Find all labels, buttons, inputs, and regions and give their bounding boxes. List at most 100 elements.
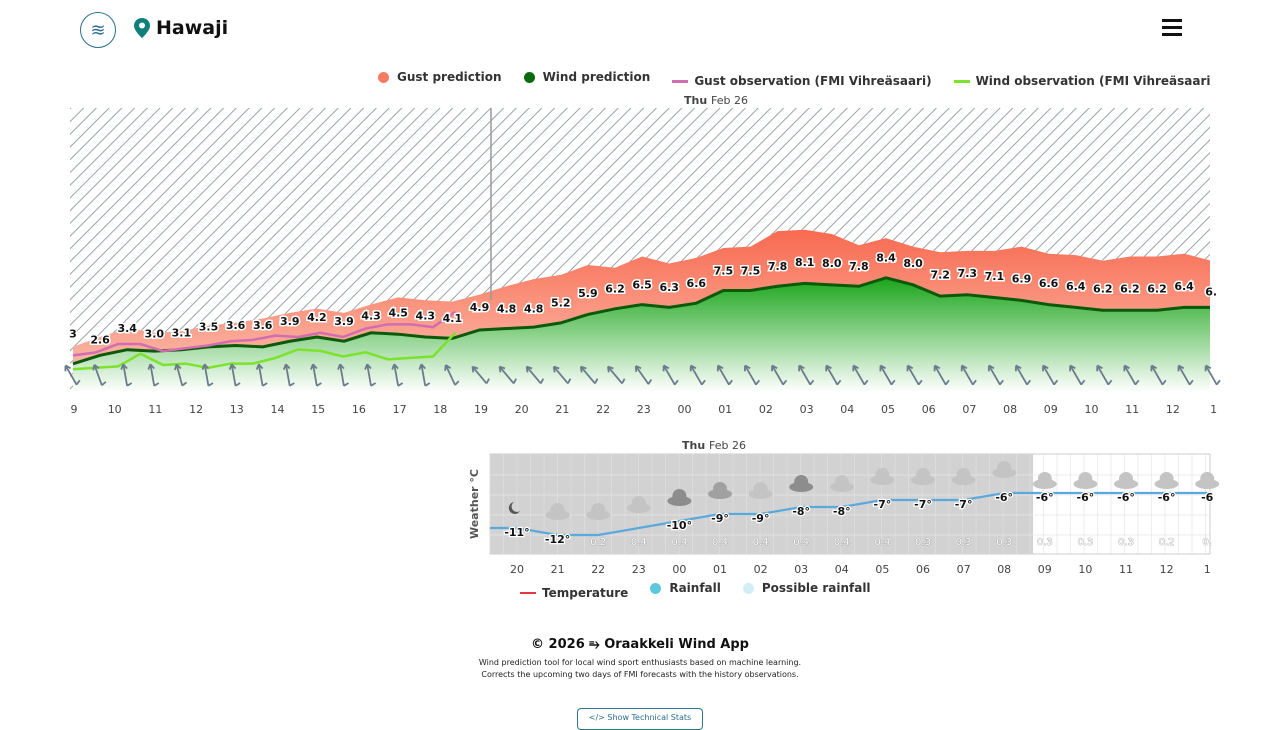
x-tick-label: 01 [718, 403, 732, 416]
past-shading [490, 454, 1033, 554]
rainfall-label: 0.4 [671, 537, 687, 548]
x-tick-label: 07 [962, 403, 976, 416]
wind-prediction-area [73, 277, 1210, 392]
plot-area [72, 229, 1210, 392]
wind-value-label: 8.4 [876, 252, 896, 265]
x-tick-label: 23 [632, 563, 646, 576]
cloud-icon [708, 482, 732, 499]
rainfall-label: 0.3 [1077, 537, 1093, 548]
temperature-label: -6° [1036, 491, 1054, 504]
wind-value-label: 7.5 [714, 264, 734, 277]
x-tick-label: 05 [881, 403, 895, 416]
legend-marker [953, 79, 970, 83]
arrow-shape [444, 364, 460, 386]
wind-value-label: 6.2 [1120, 283, 1140, 296]
wind-value-label: 7.5 [741, 264, 761, 277]
x-tick-label: 00 [678, 403, 692, 416]
wind-direction-arrow-icon [552, 365, 572, 385]
y-axis-label: Weather °C [468, 469, 481, 539]
legend-item[interactable]: Temperature [520, 586, 628, 600]
x-tick-label: 07 [957, 563, 971, 576]
wind-direction-arrow-icon [64, 364, 81, 386]
wind-direction-arrow-icon [1069, 364, 1086, 386]
legend-item[interactable]: Possible rainfall [742, 581, 871, 595]
arrow-shape [255, 363, 268, 387]
arrow-shape [1096, 364, 1113, 386]
rainfall-label: 0.4 [834, 537, 850, 548]
arrow-shape [607, 365, 626, 385]
legend-item[interactable]: Wind prediction [523, 70, 650, 84]
x-tick-label: 9 [71, 403, 78, 416]
wind-direction-arrow-icon [92, 363, 107, 387]
date-label: Thu Feb 26 [684, 94, 748, 107]
rainfall-label: 0.3 [915, 537, 931, 548]
wind-value-label: 8.0 [903, 257, 923, 270]
cloud-icon [829, 475, 854, 492]
legend-item[interactable]: Gust observation (FMI Vihreäsaari) [672, 74, 932, 88]
wind-direction-arrow-icon [744, 364, 761, 386]
arrow-shape [364, 363, 377, 387]
x-tick-label: 03 [794, 563, 808, 576]
legend-label: Wind observation (FMI Vihreäsaari) [975, 74, 1210, 88]
wind-direction-arrow-icon [607, 365, 626, 385]
arrow-shape [418, 363, 431, 387]
x-tick-label: 04 [840, 403, 854, 416]
arrow-shape [471, 365, 490, 385]
arrow-shape [552, 365, 572, 385]
cloud-shape [1159, 472, 1174, 486]
wind-value-label: 6.2 [1147, 283, 1167, 296]
temperature-label: -9° [711, 512, 729, 525]
legend-item[interactable]: Rainfall [650, 581, 721, 595]
wind-value-label: 3 [69, 328, 77, 341]
wind-value-label: 7.3 [958, 267, 978, 280]
wind-direction-arrow-icon [716, 364, 733, 386]
rainfall-label: 0.3 [996, 537, 1012, 548]
cloud-shape [875, 468, 890, 482]
x-tick-label: 21 [555, 403, 569, 416]
cloud-shape [1078, 472, 1093, 486]
rainfall-label: 0.3 [1037, 537, 1053, 548]
arrow-shape [337, 363, 349, 387]
gust-observation-line [72, 310, 457, 357]
arrow-shape [771, 364, 788, 386]
date-label: Thu Feb 26 [682, 439, 746, 452]
legend-item[interactable]: Wind observation (FMI Vihreäsaari) [953, 74, 1210, 88]
wind-direction-arrow-icon [255, 363, 268, 387]
x-tick-label: 17 [393, 403, 407, 416]
wind-direction-arrow-icon [689, 364, 706, 386]
wind-value-label: 7.1 [985, 270, 1005, 283]
wind-direction-arrow-icon [987, 364, 1004, 386]
wind-direction-arrow-icon [1150, 364, 1167, 386]
hamburger-menu-icon[interactable] [1162, 19, 1182, 36]
temperature-label: -6 [1201, 491, 1214, 504]
legend-item[interactable]: Gust prediction [378, 70, 502, 84]
cloud-shape [794, 475, 809, 489]
arrow-shape [310, 363, 322, 387]
wind-direction-arrow-icon [1204, 364, 1221, 386]
cloud-shape [713, 482, 727, 496]
wind-value-label: 4.8 [524, 302, 544, 315]
x-tick-label: 08 [997, 563, 1011, 576]
footer-title: © 2026 ⥱ Oraakkeli Wind App [531, 637, 749, 652]
wind-direction-arrow-icon [525, 365, 545, 385]
arrow-shape [662, 364, 679, 386]
wind-value-label: 4.8 [497, 302, 517, 315]
show-technical-stats-button[interactable]: </> Show Technical Stats [577, 708, 703, 730]
wind-direction-arrow-icon [174, 363, 188, 387]
x-tick-label: 05 [875, 563, 889, 576]
wind-direction-arrow-icon [825, 364, 842, 386]
wind-logo-icon[interactable]: ≋ [80, 12, 116, 48]
weather-chart: Thu Feb 26 Weather °C -11° -12° -10° -9° -9° -8… [468, 439, 1220, 576]
rainfall-label: 0. [1202, 537, 1212, 548]
x-tick-label: 00 [672, 563, 686, 576]
cloud-icon [586, 503, 611, 520]
wind-direction-arrow-icon [444, 364, 460, 386]
location-title: Hawaji [156, 17, 229, 39]
map-pin-icon [134, 18, 150, 38]
wind-value-label: 2.6 [90, 333, 110, 346]
wind-direction-arrow-icon [364, 363, 377, 387]
wind-direction-arrow-icon [147, 363, 160, 387]
wind-chart-legend: Gust prediction Wind prediction Gust obser… [378, 70, 1210, 88]
arrow-shape [987, 364, 1004, 386]
arrow-shape [525, 365, 545, 385]
